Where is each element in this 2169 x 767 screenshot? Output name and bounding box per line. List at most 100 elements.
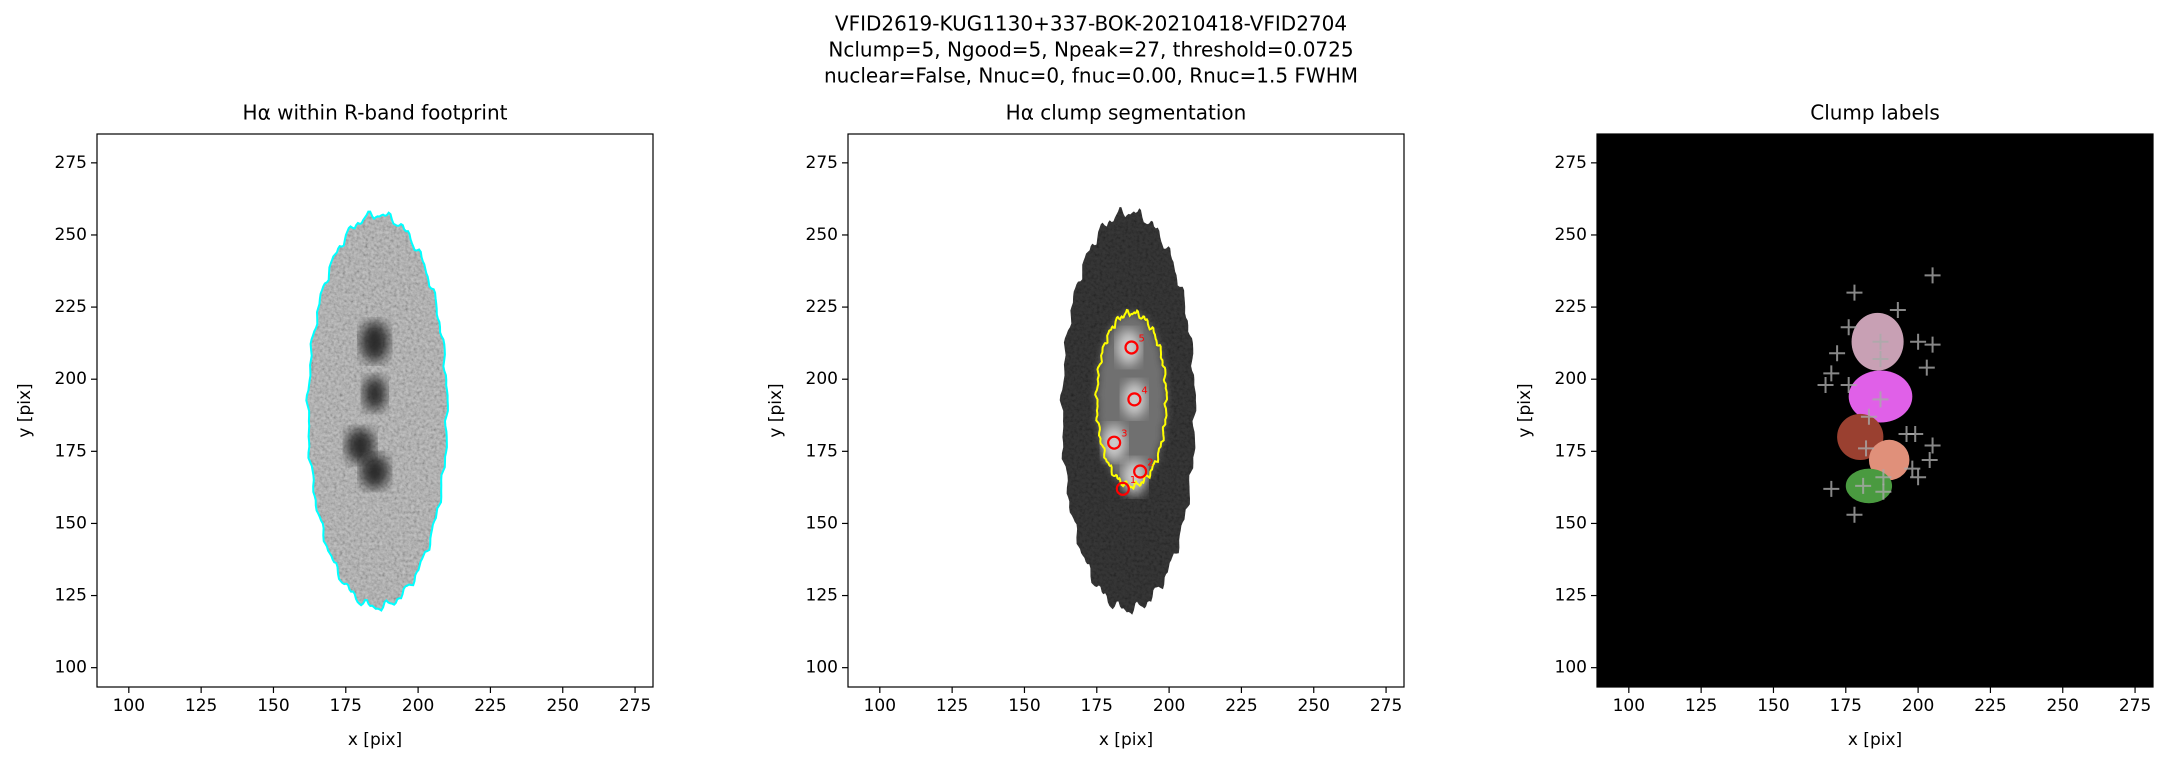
peak-marker xyxy=(1846,506,1863,523)
image xyxy=(1597,134,2153,687)
x-tick-label: 100 xyxy=(113,696,145,716)
x-tick-label: 125 xyxy=(185,696,217,716)
y-tick-label: 175 xyxy=(1555,441,1587,461)
clump-marker xyxy=(1124,340,1139,355)
x-tick-label: 275 xyxy=(619,696,651,716)
clump-label: 2 xyxy=(1147,458,1153,469)
suptitle: nuclear=False, Nnuc=0, fnuc=0.00, Rnuc=1… xyxy=(824,64,1358,88)
footprint-contour xyxy=(305,210,449,612)
x-tick-label: 225 xyxy=(1225,696,1257,716)
x-tick-label: 125 xyxy=(1685,696,1717,716)
peak-marker xyxy=(1840,319,1857,336)
x-tick-label: 175 xyxy=(330,696,362,716)
axes-frame xyxy=(1596,133,2154,688)
y-tick-label: 150 xyxy=(806,513,838,533)
clump-marker xyxy=(1107,435,1122,450)
clump-label: 5 xyxy=(1138,333,1144,344)
axes-frame xyxy=(96,133,654,688)
y-tick-label: 175 xyxy=(55,441,87,461)
peak-marker xyxy=(1872,351,1889,368)
y-tick-label: 200 xyxy=(1555,369,1587,389)
y-axis-label: y [pix] xyxy=(1515,383,1535,437)
y-tick-label: 150 xyxy=(1555,513,1587,533)
blob xyxy=(363,376,387,411)
y-tick-label: 250 xyxy=(806,225,838,245)
clump-marker xyxy=(1127,392,1142,407)
blob xyxy=(1116,329,1141,366)
x-tick-label: 200 xyxy=(1153,696,1185,716)
y-tick-label: 125 xyxy=(55,586,87,606)
galaxy xyxy=(306,211,448,611)
peak-marker xyxy=(1918,359,1935,376)
x-tick-label: 150 xyxy=(1008,696,1040,716)
y-tick-label: 175 xyxy=(806,441,838,461)
peak-marker xyxy=(1858,440,1875,457)
panel-title: Hα clump segmentation xyxy=(1006,101,1247,125)
peak-marker xyxy=(1907,426,1924,443)
clump-label: 4 xyxy=(1141,385,1147,396)
peak-marker xyxy=(1840,376,1857,393)
x-tick-label: 250 xyxy=(1298,696,1330,716)
blob xyxy=(1122,381,1147,418)
peak-marker xyxy=(1823,480,1840,497)
x-tick-label: 175 xyxy=(1081,696,1113,716)
suptitle: Nclump=5, Ngood=5, Npeak=27, threshold=0… xyxy=(828,38,1353,62)
y-tick-label: 225 xyxy=(55,297,87,317)
panel-title: Clump labels xyxy=(1810,101,1940,125)
y-tick-label: 275 xyxy=(1555,153,1587,173)
y-tick-label: 100 xyxy=(806,658,838,678)
y-tick-label: 275 xyxy=(806,153,838,173)
y-axis-label: y [pix] xyxy=(15,383,35,437)
suptitle: VFID2619-KUG1130+337-BOK-20210418-VFID27… xyxy=(835,12,1347,36)
blob xyxy=(345,428,375,463)
peak-marker xyxy=(1846,284,1863,301)
peak-marker xyxy=(1872,391,1889,408)
peak-marker xyxy=(1924,267,1941,284)
x-tick-label: 200 xyxy=(1902,696,1934,716)
y-tick-label: 100 xyxy=(1555,658,1587,678)
y-tick-label: 100 xyxy=(55,658,87,678)
peak-marker xyxy=(1817,376,1834,393)
peak-marker xyxy=(1875,483,1892,500)
y-tick-label: 125 xyxy=(806,586,838,606)
peak-marker xyxy=(1910,333,1927,350)
x-axis-label: x [pix] xyxy=(348,730,402,750)
x-axis-label: x [pix] xyxy=(1848,730,1902,750)
y-tick-label: 225 xyxy=(806,297,838,317)
x-tick-label: 275 xyxy=(1370,696,1402,716)
peak-marker xyxy=(1910,469,1927,486)
y-tick-label: 250 xyxy=(1555,225,1587,245)
image: 5 4 3 21 xyxy=(848,134,1404,687)
peak-marker xyxy=(1875,469,1892,486)
peak-marker xyxy=(1904,460,1921,477)
peak-marker xyxy=(1860,408,1877,425)
x-tick-label: 150 xyxy=(1757,696,1789,716)
peak-marker xyxy=(1889,301,1906,318)
y-tick-label: 200 xyxy=(806,369,838,389)
y-tick-label: 200 xyxy=(55,369,87,389)
threshold-contour xyxy=(1094,308,1169,491)
peak-marker xyxy=(1823,365,1840,382)
blob xyxy=(360,321,390,362)
y-tick-label: 225 xyxy=(1555,297,1587,317)
clump-label: 3 xyxy=(1121,429,1127,440)
x-tick-label: 200 xyxy=(402,696,434,716)
peak-marker xyxy=(1924,437,1941,454)
y-tick-label: 150 xyxy=(55,513,87,533)
x-tick-label: 225 xyxy=(474,696,506,716)
peak-marker xyxy=(1921,451,1938,468)
peak-marker xyxy=(1872,333,1889,350)
x-tick-label: 150 xyxy=(257,696,289,716)
clump-label: 1 xyxy=(1130,475,1136,486)
peak-marker xyxy=(1829,345,1846,362)
panel-title: Hα within R-band footprint xyxy=(243,101,508,125)
blob xyxy=(1102,424,1127,461)
clump-region xyxy=(1868,439,1910,481)
x-axis-label: x [pix] xyxy=(1099,730,1153,750)
x-tick-label: 125 xyxy=(936,696,968,716)
y-tick-label: 125 xyxy=(1555,586,1587,606)
y-tick-label: 250 xyxy=(55,225,87,245)
clump-marker xyxy=(1133,464,1148,479)
clump-marker xyxy=(1115,481,1130,496)
